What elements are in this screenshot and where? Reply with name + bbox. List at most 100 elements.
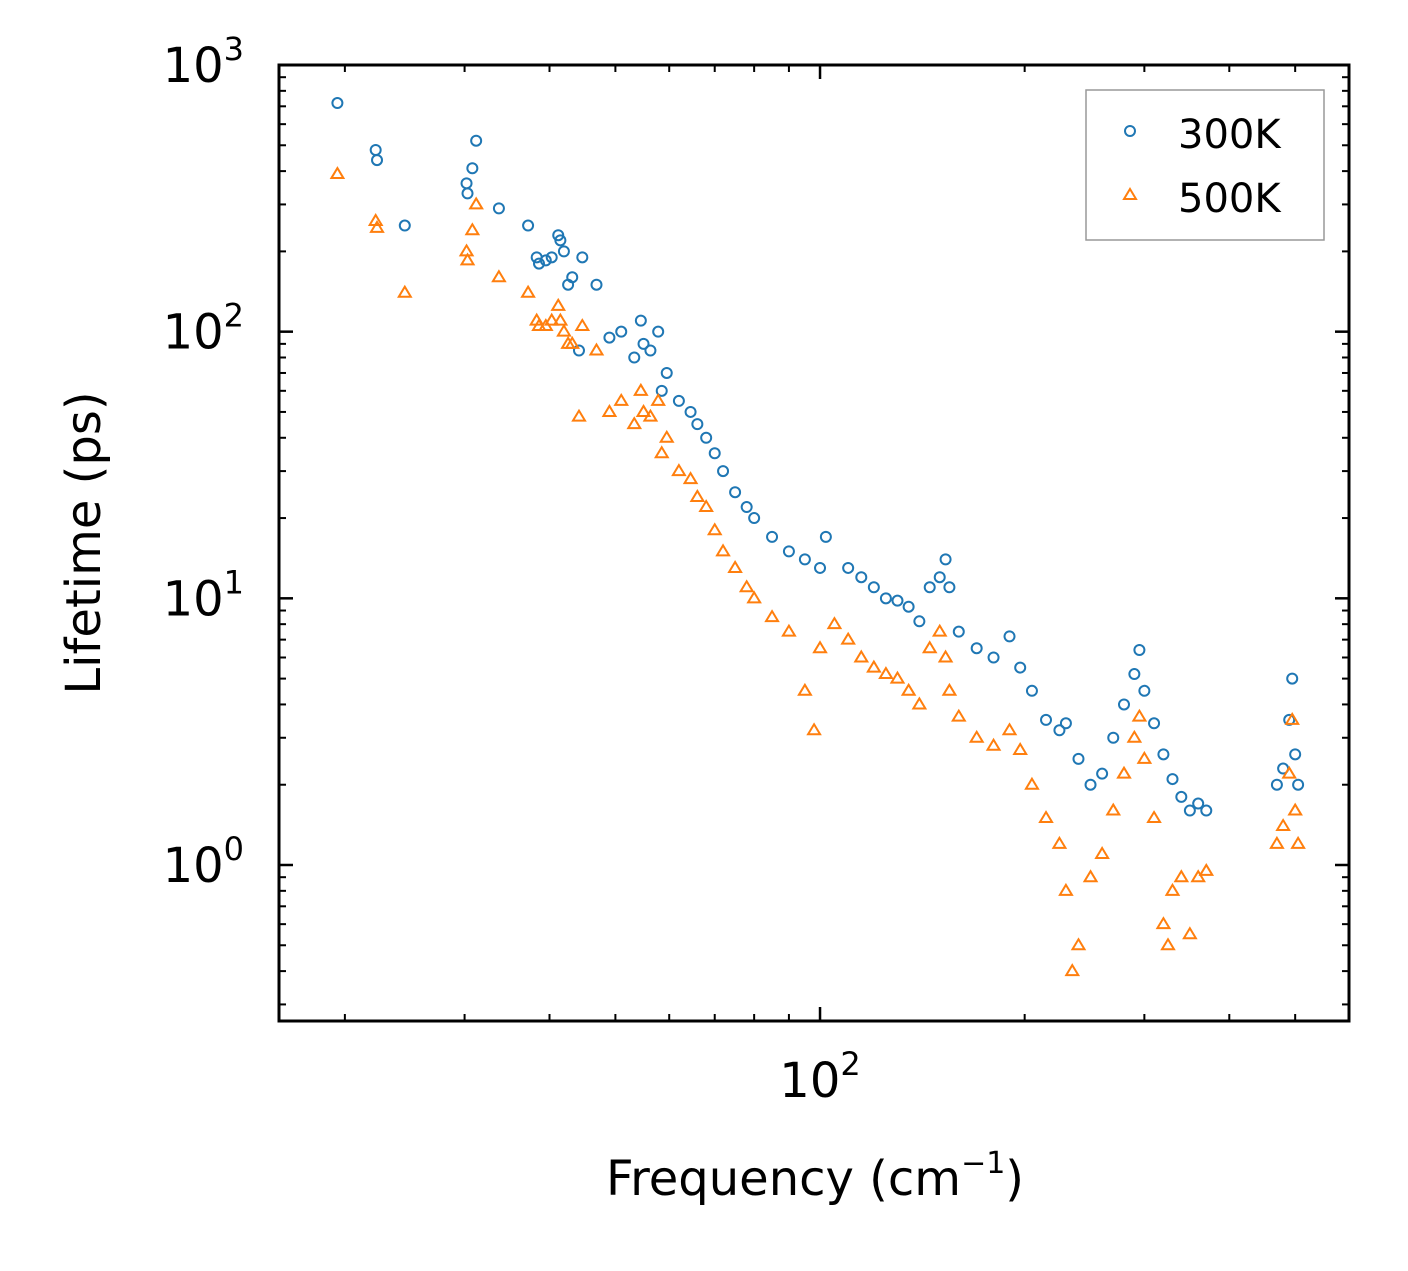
data-point-300k — [1289, 748, 1302, 761]
data-point-500k — [1058, 882, 1074, 896]
data-point-300k — [782, 545, 795, 558]
data-point-500k — [1024, 776, 1040, 790]
data-point-500k — [937, 649, 954, 663]
series-500k — [329, 166, 1306, 977]
data-point-300k — [1053, 724, 1066, 737]
legend: 300K 500K — [1085, 89, 1325, 241]
data-point-300k — [1292, 778, 1305, 791]
data-point-500k — [1155, 916, 1172, 930]
data-point-500k — [911, 696, 928, 710]
data-point-300k — [814, 561, 827, 574]
data-point-300k — [1014, 661, 1027, 674]
data-point-500k — [1281, 765, 1297, 779]
data-point-300k — [637, 337, 650, 350]
data-point-300k — [867, 581, 880, 594]
plot-frame — [277, 63, 1351, 1023]
data-point-500k — [1116, 765, 1132, 779]
data-point-500k — [1275, 818, 1291, 832]
data-point-300k — [1286, 672, 1299, 685]
data-point-300k — [987, 651, 1000, 664]
data-point-300k — [842, 561, 855, 574]
data-point-500k — [1136, 750, 1153, 764]
data-point-500k — [738, 579, 755, 593]
data-point-500k — [1038, 810, 1054, 824]
data-point-500k — [633, 382, 649, 396]
data-point-300k — [603, 331, 616, 344]
data-point-500k — [552, 312, 569, 326]
data-point-500k — [1269, 835, 1285, 849]
data-point-300k — [545, 251, 558, 264]
data-point-500k — [601, 403, 618, 417]
data-point-300k — [492, 202, 505, 215]
data-point-500k — [921, 640, 938, 654]
data-point-500k — [727, 560, 743, 573]
data-point-500k — [1094, 846, 1110, 859]
data-point-500k — [564, 335, 581, 349]
data-point-300k — [855, 571, 868, 584]
data-point-300k — [879, 592, 892, 605]
data-point-500k — [878, 666, 894, 680]
data-point-500k — [626, 416, 643, 430]
data-point-500k — [931, 623, 948, 637]
data-point-500k — [764, 609, 780, 623]
data-point-500k — [1173, 869, 1190, 883]
data-point-500k — [682, 471, 699, 485]
data-point-500k — [1126, 729, 1143, 743]
data-point-500k — [1290, 835, 1306, 849]
data-point-300k — [644, 344, 657, 357]
data-point-300k — [1117, 698, 1130, 711]
data-point-500k — [571, 408, 587, 422]
data-point-500k — [900, 682, 917, 696]
data-point-300k — [798, 553, 811, 566]
data-point-500k — [698, 499, 714, 513]
data-point-300k — [943, 581, 956, 594]
data-point-300k — [1270, 778, 1283, 791]
data-point-300k — [717, 465, 730, 478]
data-point-300k — [819, 530, 832, 543]
data-point-300k — [557, 245, 570, 258]
data-point-300k — [331, 97, 344, 110]
data-point-500k — [1190, 869, 1206, 883]
data-point-500k — [491, 269, 507, 283]
data-point-300k — [470, 134, 483, 147]
data-point-300k — [729, 486, 742, 499]
data-point-500k — [941, 682, 958, 696]
y-tick-label: 100 — [163, 830, 244, 894]
data-point-500k — [397, 284, 413, 298]
data-point-300k — [939, 553, 952, 566]
data-point-300k — [766, 530, 779, 543]
y-axis-label: Lifetime (ps) — [56, 391, 112, 694]
data-point-300k — [952, 625, 965, 638]
data-point-300k — [933, 571, 946, 584]
data-point-500k — [706, 522, 723, 536]
legend-marker-300k — [1124, 125, 1136, 137]
data-point-500k — [464, 222, 481, 236]
data-point-300k — [554, 234, 567, 247]
data-point-500k — [556, 323, 572, 337]
data-point-300k — [748, 512, 761, 525]
data-point-300k — [684, 405, 697, 418]
data-point-300k — [461, 187, 474, 200]
data-point-300k — [1128, 668, 1141, 681]
data-point-500k — [985, 737, 1002, 751]
data-point-500k — [968, 729, 985, 743]
data-point-300k — [628, 351, 641, 364]
data-point-300k — [1200, 804, 1213, 817]
data-point-300k — [522, 219, 535, 232]
data-point-500k — [520, 284, 536, 298]
data-point-300k — [634, 314, 647, 327]
data-point-300k — [369, 144, 382, 157]
data-point-300k — [1072, 752, 1085, 765]
data-point-300k — [655, 384, 668, 397]
data-point-500k — [658, 429, 675, 443]
data-point-500k — [1284, 711, 1300, 725]
x-axis-label-superscript: −1 — [961, 1146, 1005, 1181]
series-300k — [331, 97, 1305, 817]
data-point-300k — [708, 447, 721, 460]
data-point-300k — [566, 271, 579, 284]
x-tick-labels: 102 — [779, 1045, 860, 1109]
data-point-500k — [826, 616, 843, 630]
data-point-500k — [1082, 869, 1099, 883]
legend-marker-500k — [1122, 187, 1138, 200]
